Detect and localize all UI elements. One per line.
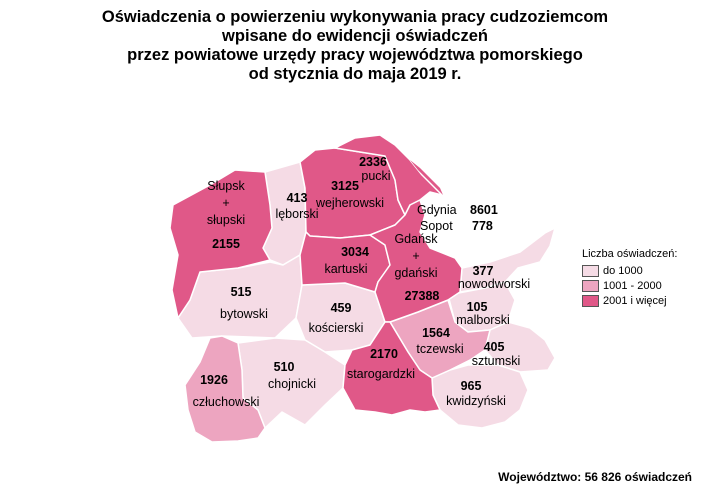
label-sztumski: sztumski [472, 354, 521, 368]
label-leborski: lęborski [275, 207, 318, 221]
label-kwidzynski: kwidzyński [446, 394, 506, 408]
legend-label-mid: 1001 - 2000 [603, 279, 662, 292]
region-pucki [334, 134, 443, 216]
label-gdanski-line2: + [412, 249, 419, 263]
label-wejherowski: wejherowski [315, 196, 384, 210]
value-kwidzynski: 965 [461, 379, 482, 393]
label-nowodworski: nowodworski [458, 277, 530, 291]
legend-swatch-low [582, 264, 599, 277]
label-chojnicki: chojnicki [268, 377, 316, 391]
label-gdanski-line1: Gdańsk [394, 232, 438, 246]
label-tczewski: tczewski [416, 342, 463, 356]
legend-label-low: do 1000 [603, 264, 643, 277]
legend-item-low: do 1000 [582, 263, 677, 278]
legend-item-mid: 1001 - 2000 [582, 278, 677, 293]
label-slupski-line2: + [222, 196, 229, 210]
value-pucki: 2336 [359, 155, 387, 169]
value-chojnicki: 510 [274, 360, 295, 374]
label-gdanski-line3: gdański [394, 266, 437, 280]
region-czluchowski [184, 335, 266, 443]
value-czluchowski: 1926 [200, 373, 228, 387]
value-starogardzki: 2170 [370, 347, 398, 361]
label-koscierski: kościerski [309, 321, 364, 335]
value-sztumski: 405 [484, 340, 505, 354]
value-koscierski: 459 [331, 301, 352, 315]
value-bytowski: 515 [231, 285, 252, 299]
value-sopot: 778 [472, 219, 493, 233]
label-malborski: malborski [456, 313, 510, 327]
legend-label-high: 2001 i więcej [603, 294, 667, 307]
value-gdanski: 27388 [405, 289, 440, 303]
region-bytowski [177, 254, 303, 339]
value-slupski: 2155 [212, 237, 240, 251]
value-tczewski: 1564 [422, 326, 450, 340]
title-line-3: przez powiatowe urzędy pracy województwa… [127, 46, 583, 64]
value-leborski: 413 [287, 191, 308, 205]
label-slupski-line1: Słupsk [207, 179, 245, 193]
legend-item-high: 2001 i więcej [582, 293, 677, 308]
title-line-4: od stycznia do maja 2019 r. [248, 65, 462, 83]
region-slupski [169, 169, 273, 319]
region-starogardzki [342, 321, 441, 416]
hel-peninsula [410, 160, 443, 195]
value-wejherowski: 3125 [331, 179, 359, 193]
value-kartuski: 3034 [341, 245, 369, 259]
map-legend: Liczba oświadczeń: do 1000 1001 - 2000 2… [582, 248, 677, 308]
voivodeship-total: Województwo: 56 826 oświadczeń [498, 470, 692, 484]
label-sopot: Sopot [420, 219, 453, 233]
label-gdynia: Gdynia [417, 203, 457, 217]
value-malborski: 105 [467, 300, 488, 314]
map-title: Oświadczenia o powierzeniu wykonywania p… [0, 8, 710, 84]
legend-swatch-mid [582, 279, 599, 292]
label-slupski-line3: słupski [207, 213, 245, 227]
label-kartuski: kartuski [324, 262, 367, 276]
label-starogardzki: starogardzki [347, 367, 415, 381]
label-czluchowski: człuchowski [193, 395, 260, 409]
value-gdynia: 8601 [470, 203, 498, 217]
title-line-2: wpisane do ewidencji oświadczeń [222, 27, 488, 45]
region-gdanski [369, 199, 463, 323]
legend-swatch-high [582, 294, 599, 307]
title-line-1: Oświadczenia o powierzeniu wykonywania p… [101, 8, 609, 26]
region-sztumski [484, 321, 556, 373]
label-pucki: pucki [361, 169, 390, 183]
legend-title: Liczba oświadczeń: [582, 248, 678, 260]
value-nowodworski: 377 [473, 264, 494, 278]
label-bytowski: bytowski [220, 307, 268, 321]
